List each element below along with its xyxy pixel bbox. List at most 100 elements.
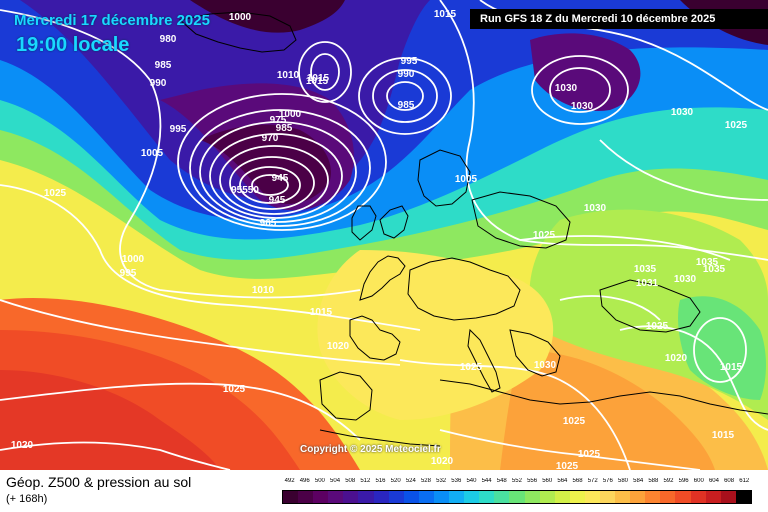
isobar-label: 1015 bbox=[307, 73, 330, 84]
isobar-label: 1031 bbox=[636, 278, 659, 289]
legend-color-cell bbox=[343, 491, 359, 503]
isobar-label: 1015 bbox=[434, 9, 457, 20]
weather-map: 1000 980 985 990 995 1005 1025 1000 995 1010 1015 1… bbox=[0, 0, 768, 470]
legend-tick-label: 572 bbox=[587, 478, 598, 484]
legend-color-cell bbox=[554, 491, 570, 503]
isobar-label: 1025 bbox=[563, 416, 586, 427]
isobar-label: 1005 bbox=[455, 174, 478, 185]
legend-color-cell bbox=[705, 491, 721, 503]
legend-color-cell bbox=[328, 491, 344, 503]
forecast-date: Mercredi 17 décembre 2025 bbox=[14, 12, 210, 29]
legend-color-cell bbox=[388, 491, 404, 503]
isobar-label: 1025 bbox=[556, 461, 579, 470]
copyright-notice: Copyright © 2025 Meteociel.fr bbox=[300, 444, 441, 455]
legend-color-cell bbox=[615, 491, 631, 503]
isobar-label: 1025 bbox=[533, 230, 556, 241]
isobar-label: 945 bbox=[272, 173, 289, 184]
legend-tick-label: 556 bbox=[527, 478, 538, 484]
legend-color-cell bbox=[675, 491, 691, 503]
isobar-label: 1025 bbox=[725, 120, 748, 131]
legend-color-cell bbox=[464, 491, 480, 503]
legend-color-cell bbox=[660, 491, 676, 503]
legend-tick-label: 600 bbox=[693, 478, 704, 484]
isobar-label: 990 bbox=[398, 69, 415, 80]
legend-color-cell bbox=[373, 491, 389, 503]
coastlines bbox=[178, 11, 768, 447]
color-legend: 492 496 500 504 508 512 516 520 524 528 532 536 540 5… bbox=[282, 478, 752, 506]
legend-color-cell bbox=[524, 491, 540, 503]
legend-color-cell bbox=[599, 491, 616, 503]
isobar-label: 1025 bbox=[460, 362, 483, 373]
legend-tick-label: 512 bbox=[360, 478, 371, 484]
isobar-label: 1010 bbox=[252, 285, 275, 296]
legend-tick-label: 564 bbox=[557, 478, 568, 484]
isobar-label: 1025 bbox=[646, 321, 669, 332]
isobar-label: 1010 bbox=[277, 70, 300, 81]
legend-color-cell bbox=[358, 491, 374, 503]
legend-tick-label: 608 bbox=[724, 478, 735, 484]
isobar-label: 965 bbox=[260, 218, 277, 229]
legend-tick-label: 576 bbox=[602, 478, 613, 484]
isobar-label: 1030 bbox=[534, 360, 557, 371]
forecast-time: 19:00 locale bbox=[16, 34, 130, 56]
isobar-label: 1015 bbox=[310, 307, 333, 318]
legend-tick-label: 492 bbox=[284, 478, 295, 484]
legend-tick-label: 496 bbox=[299, 478, 310, 484]
legend-color-cell bbox=[509, 491, 525, 503]
isobar-label: 1035 bbox=[703, 264, 726, 275]
footer: Géop. Z500 & pression au sol (+ 168h) 49… bbox=[0, 470, 768, 512]
legend-color-cell bbox=[418, 491, 434, 503]
legend-ticks: 492 496 500 504 508 512 516 520 524 528 532 536 540 5… bbox=[282, 478, 752, 490]
legend-color-cell bbox=[569, 491, 585, 503]
isobar-label: 970 bbox=[262, 133, 279, 144]
isobar-label: 1020 bbox=[11, 440, 34, 451]
isobar-label: 1035 bbox=[696, 257, 719, 268]
isobar-labels: 1000 980 985 990 995 1005 1025 1000 995 1010 1015 1… bbox=[11, 9, 748, 470]
legend-color-cell bbox=[403, 491, 419, 503]
isobar-label: 1030 bbox=[671, 107, 694, 118]
isobar-label: 1015 bbox=[306, 76, 329, 87]
legend-tick-label: 532 bbox=[436, 478, 447, 484]
legend-color-cell bbox=[539, 491, 555, 503]
isobar-label: 980 bbox=[160, 34, 177, 45]
legend-tick-label: 596 bbox=[678, 478, 689, 484]
isobar-label: 1025 bbox=[223, 384, 246, 395]
isobar-label: 995 bbox=[401, 56, 418, 67]
legend-tick-label: 516 bbox=[375, 478, 386, 484]
legend-color-bar bbox=[282, 490, 752, 504]
isobar-label: 995 bbox=[170, 124, 187, 135]
isobar-label: 1020 bbox=[327, 341, 350, 352]
legend-color-cell bbox=[690, 491, 706, 503]
isobar-label: 1030 bbox=[555, 83, 578, 94]
legend-tick-label: 584 bbox=[633, 478, 644, 484]
isobar-label: 990 bbox=[150, 78, 167, 89]
model-run-info: Run GFS 18 Z du Mercredi 10 décembre 202… bbox=[470, 9, 768, 29]
legend-color-cell bbox=[584, 491, 600, 503]
isobar-label: 975 bbox=[270, 115, 287, 126]
isobar-label: 95550 bbox=[231, 185, 259, 196]
legend-color-cell bbox=[494, 491, 510, 503]
legend-tick-label: 612 bbox=[739, 478, 750, 484]
map-title: Géop. Z500 & pression au sol bbox=[6, 474, 192, 490]
legend-tick-label: 528 bbox=[420, 478, 431, 484]
legend-tick-label: 524 bbox=[405, 478, 416, 484]
isobar-label: 1035 bbox=[634, 264, 657, 275]
legend-color-cell bbox=[479, 491, 495, 503]
isobar-label: 1020 bbox=[665, 353, 688, 364]
legend-tick-label: 560 bbox=[542, 478, 553, 484]
legend-tick-label: 604 bbox=[708, 478, 719, 484]
legend-color-cell bbox=[720, 491, 736, 503]
isobar-label: 1025 bbox=[44, 188, 67, 199]
legend-color-cell bbox=[283, 491, 299, 503]
isobar-label: 985 bbox=[155, 60, 172, 71]
legend-tick-label: 500 bbox=[314, 478, 325, 484]
isobar-label: 1030 bbox=[674, 274, 697, 285]
legend-color-cell bbox=[298, 491, 314, 503]
legend-color-cell bbox=[449, 491, 465, 503]
isobar-label: 1020 bbox=[431, 456, 454, 467]
legend-color-cell bbox=[645, 491, 661, 503]
isobar-label: 995 bbox=[120, 268, 137, 279]
isobar-label: 1025 bbox=[578, 449, 601, 460]
legend-tick-label: 520 bbox=[390, 478, 401, 484]
isobar-label: 1000 bbox=[229, 12, 252, 23]
